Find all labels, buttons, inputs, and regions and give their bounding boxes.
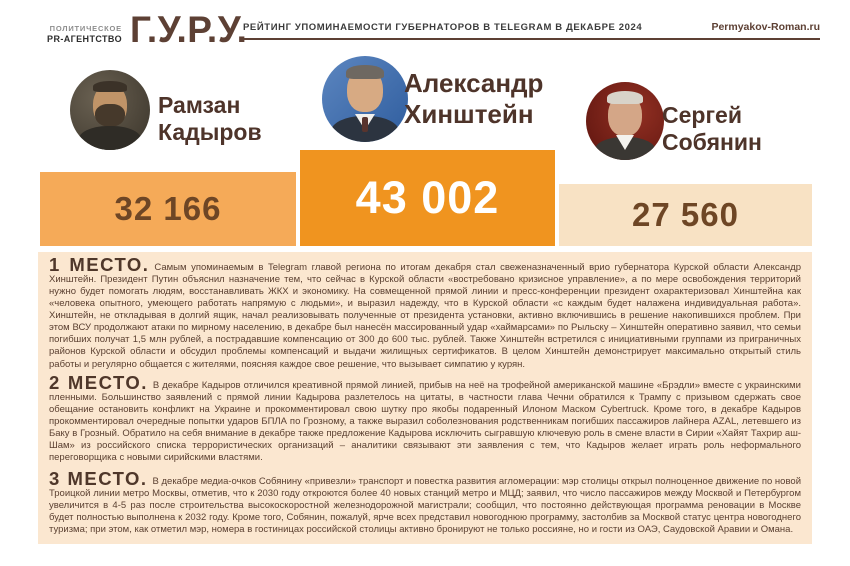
kadyrov-name: Рамзан Кадыров [158, 92, 262, 146]
agency-line1: ПОЛИТИЧЕСКОЕ [49, 24, 122, 33]
section-text-1: Самым упоминаемым в Telegram главой реги… [49, 262, 801, 370]
khinshtein-name: Александр Хинштейн [404, 68, 543, 129]
avatar-hair [607, 91, 643, 104]
avatar-beard [95, 104, 125, 127]
rank-label-3: 3 МЕСТО. [49, 468, 148, 489]
name-line: Александр [404, 68, 544, 98]
section-text-2: В декабре Кадыров отличился креативной п… [49, 380, 801, 464]
section-text-3: В декабре медиа-очков Собянину «привезли… [49, 476, 801, 536]
bar-kadyrov: 32 166 [40, 172, 296, 246]
name-line: Хинштейн [404, 98, 534, 129]
sobyanin-photo [586, 82, 664, 160]
rank-label-1: 1 МЕСТО. [49, 254, 150, 275]
kadyrov-photo [70, 70, 150, 150]
name-line: Рамзан [158, 92, 241, 118]
name-line: Собянин [662, 129, 762, 156]
agency-label: ПОЛИТИЧЕСКОЕ PR-АГЕНТСТВО [40, 24, 122, 44]
bar-value-khinshtein: 43 002 [355, 172, 500, 223]
name-line: Сергей [662, 102, 742, 128]
section-third-place: 3 МЕСТО. В декабре медиа-очков Собянину «… [38, 466, 812, 545]
section-second-place: 2 МЕСТО. В декабре Кадыров отличился креа… [38, 370, 812, 473]
sobyanin-name: Сергей Собянин [662, 102, 762, 156]
avatar-torso [78, 126, 142, 150]
header-rule: РЕЙТИНГ УПОМИНАЕМОСТИ ГУБЕРНАТОРОВ В TEL… [243, 21, 820, 40]
rank-label-2: 2 МЕСТО. [49, 372, 148, 393]
bar-value-kadyrov: 32 166 [114, 190, 222, 227]
page-title: РЕЙТИНГ УПОМИНАЕМОСТИ ГУБЕРНАТОРОВ В TEL… [243, 22, 643, 33]
avatar-hair [346, 65, 384, 79]
khinshtein-photo [322, 56, 408, 142]
section-first-place: 1 МЕСТО. Самым упоминаемым в Telegram гла… [38, 252, 812, 379]
bar-khinshtein: 43 002 [300, 150, 555, 246]
site-link[interactable]: Permyakov-Roman.ru [711, 21, 820, 33]
avatar-hair [93, 81, 127, 92]
agency-line2: PR-АГЕНТСТВО [47, 33, 122, 44]
avatar-tie [362, 117, 368, 132]
guru-logo: Г.У.Р.У. [130, 9, 248, 50]
bar-sobyanin: 27 560 [559, 184, 812, 246]
name-line: Кадыров [158, 119, 262, 146]
bar-value-sobyanin: 27 560 [632, 196, 739, 233]
